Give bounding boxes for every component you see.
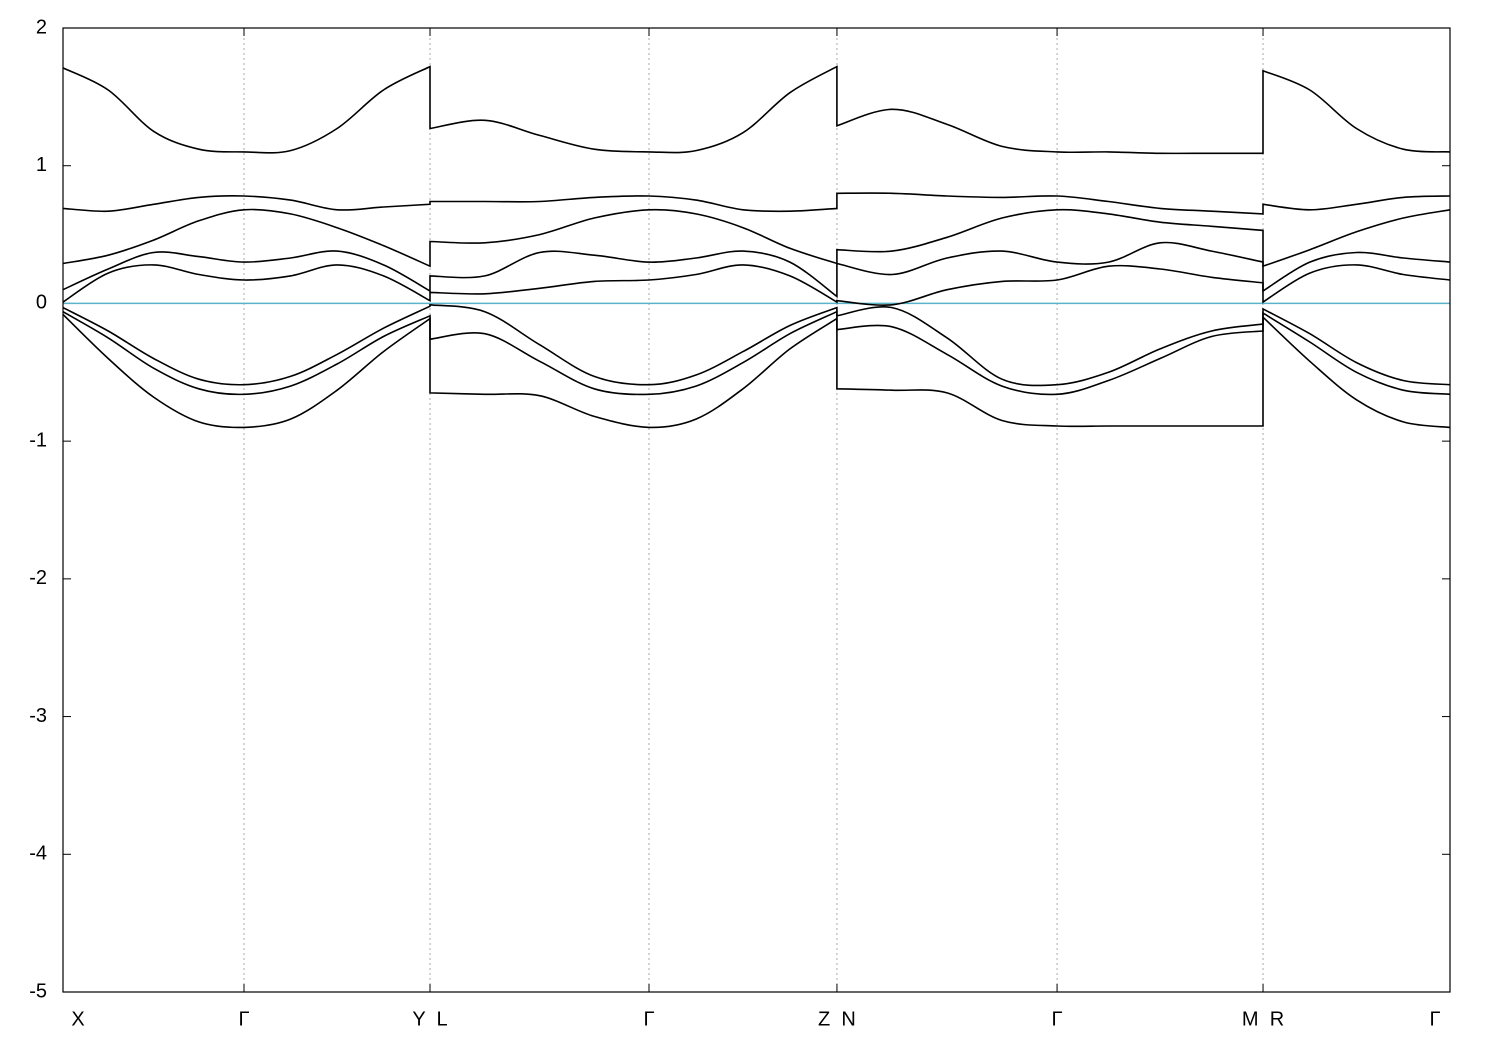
- y-tick-label: -1: [29, 429, 47, 451]
- x-tick-label: Γ: [1429, 1008, 1440, 1030]
- band-line: [62, 264, 1451, 306]
- y-tick-label: 2: [36, 16, 47, 38]
- x-tick-label: Γ: [238, 1008, 249, 1030]
- x-tick-label: M R: [1242, 1008, 1284, 1030]
- y-tick-label: 1: [36, 154, 47, 176]
- y-tick-label: 0: [36, 292, 47, 314]
- plot-frame: [62, 27, 1451, 993]
- y-tick-label: -5: [29, 980, 47, 1002]
- band-line: [62, 313, 1451, 429]
- x-tick-label: Γ: [643, 1008, 654, 1030]
- y-tick-label: -3: [29, 705, 47, 727]
- band-line: [62, 192, 1451, 215]
- x-tick-label: Z N: [818, 1008, 856, 1030]
- x-tick-label: X: [71, 1008, 84, 1030]
- band-line: [62, 310, 1451, 396]
- band-line: [62, 303, 1451, 387]
- band-line: [62, 65, 1451, 155]
- y-tick-label: -2: [29, 567, 47, 589]
- y-tick-label: -4: [29, 843, 47, 865]
- band-line: [62, 241, 1451, 299]
- x-tick-label: Y L: [412, 1008, 447, 1030]
- band-line: [62, 208, 1451, 268]
- x-tick-label: Γ: [1052, 1008, 1063, 1030]
